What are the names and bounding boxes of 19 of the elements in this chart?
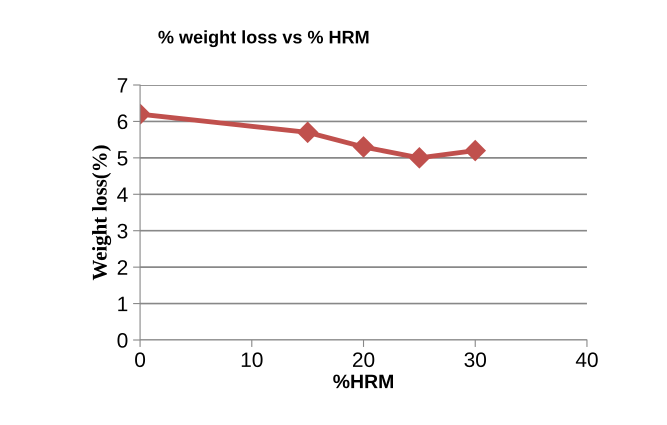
point [464,140,486,162]
point [353,136,374,158]
x-tick-label: 20 [352,352,374,368]
y-tick-label: 2 [118,260,128,275]
x-tick-label: 10 [242,352,263,368]
y-tick-label: 7 [118,78,128,93]
point [408,147,430,168]
y-axis-title: Weight loss(%) [92,145,112,280]
y-tick-label: 4 [117,188,128,202]
y-tick-label: 1 [118,296,128,312]
y-tick-label: 3 [117,224,128,238]
x-tick-label: 0 [135,352,146,368]
x-tick-label: 30 [464,352,486,368]
x-axis-title: %HRM [333,374,393,388]
x-tick-label: 40 [576,352,598,368]
y-tick-label: 5 [118,151,128,166]
y-tick-label: 0 [117,333,128,348]
chart-title: % weight loss vs % HRM [158,30,368,48]
y-tick-label: 6 [118,114,128,130]
